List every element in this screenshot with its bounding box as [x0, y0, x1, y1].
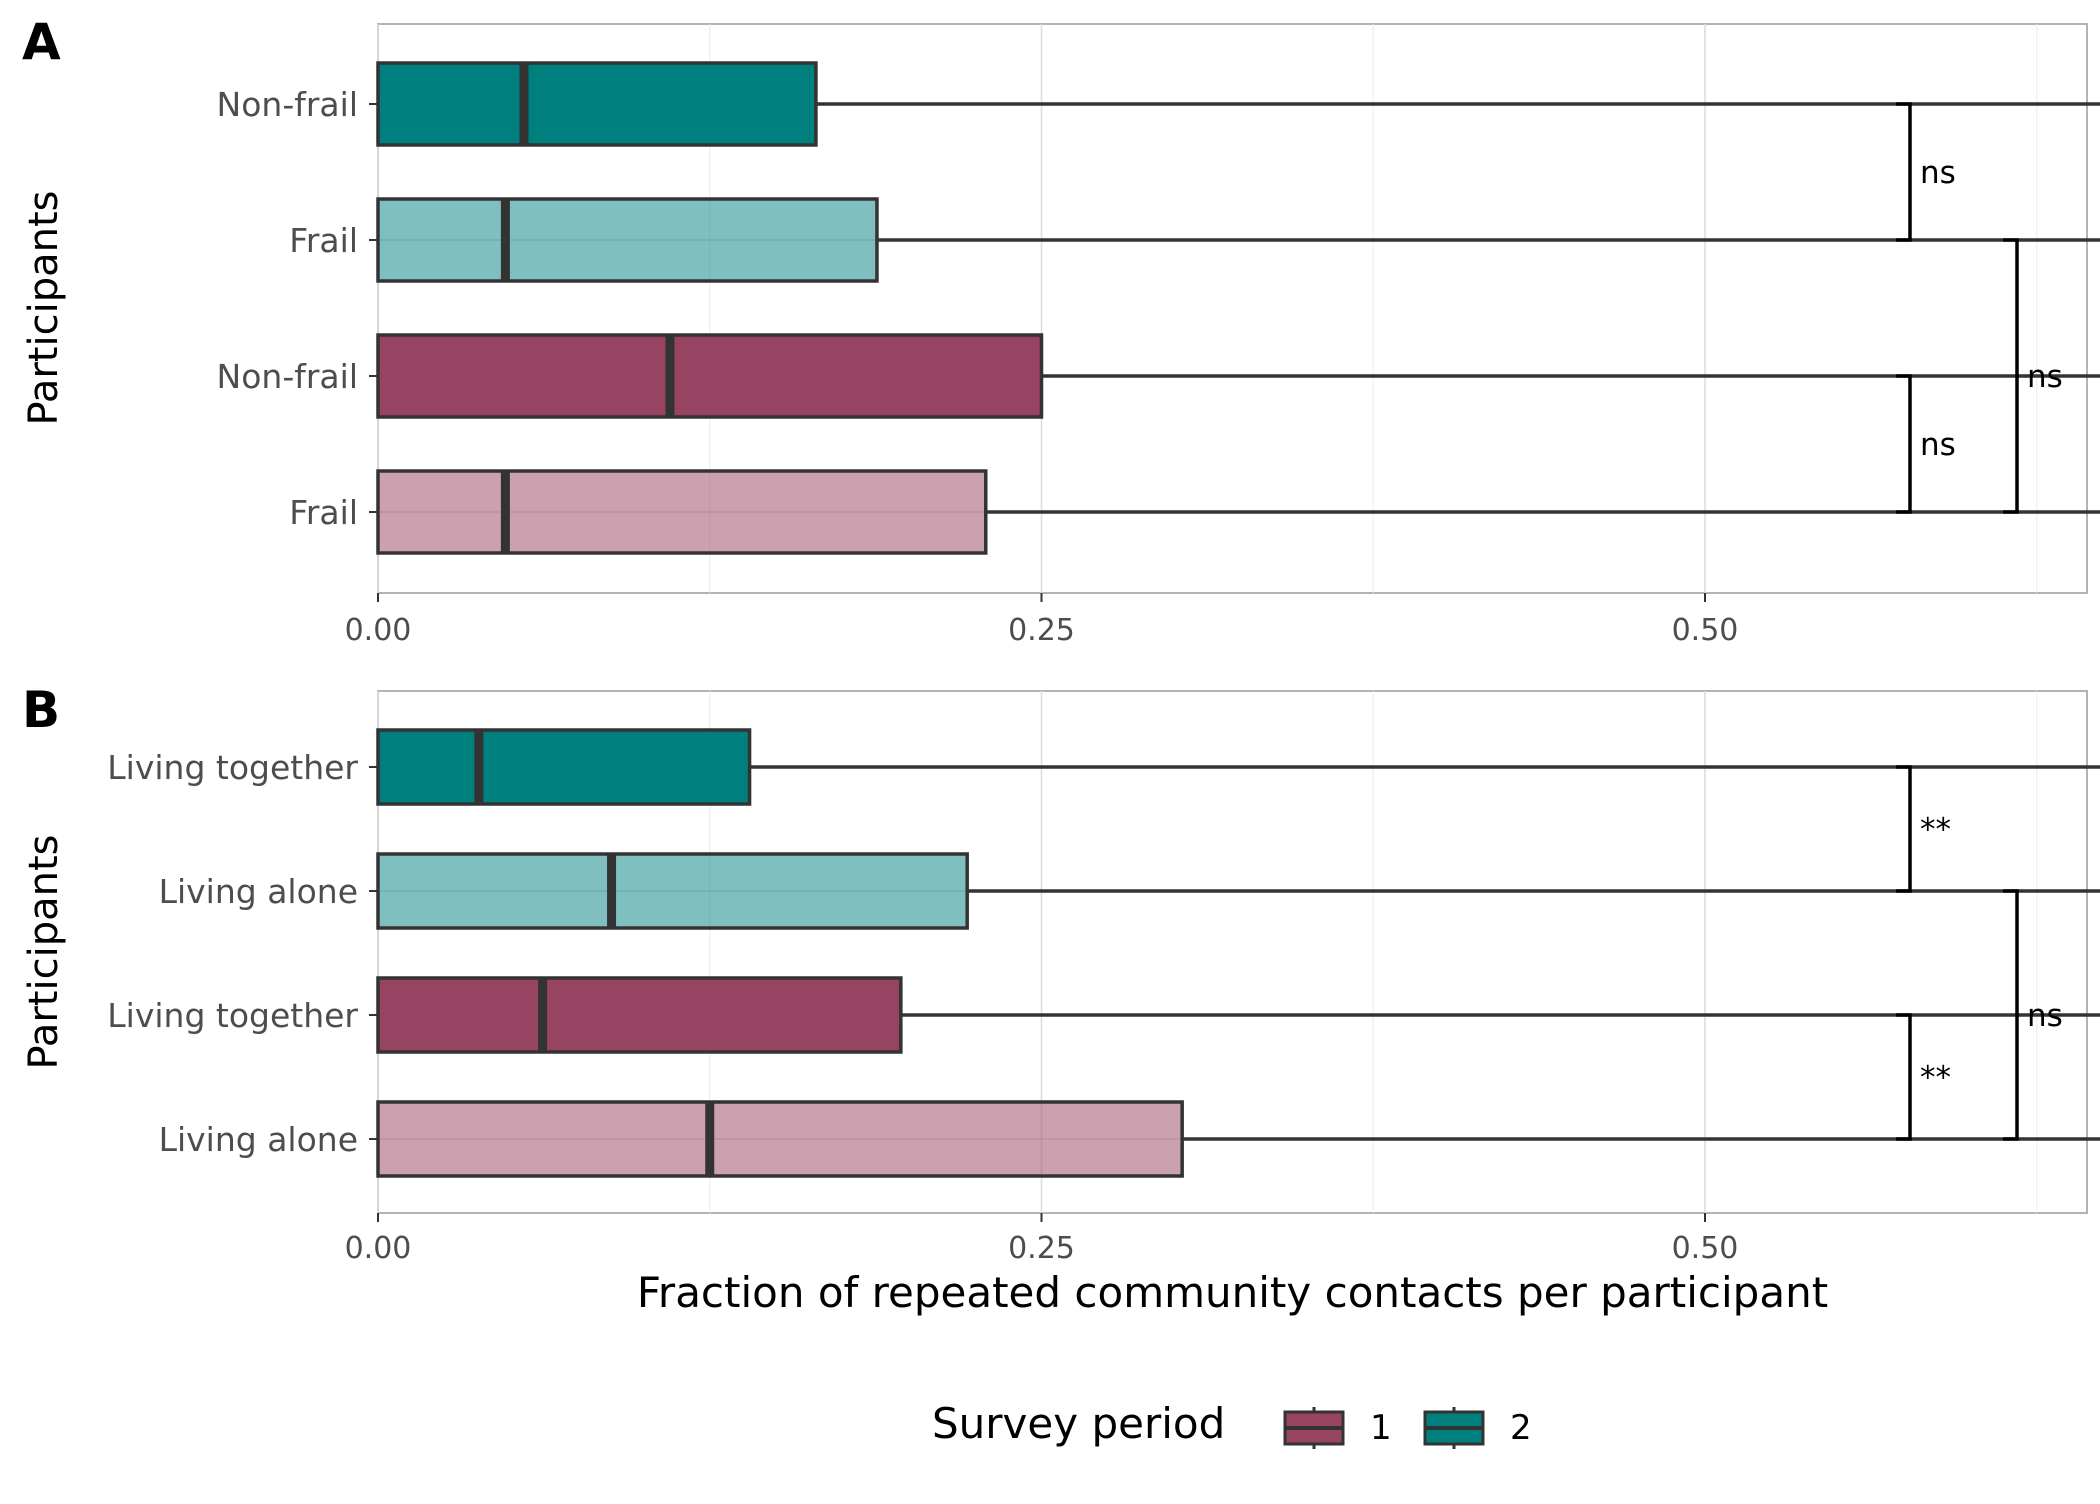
x-tick-label: 0.25	[1008, 613, 1075, 648]
x-tick-label: 0.00	[345, 613, 412, 648]
legend-entry-label: 1	[1370, 1408, 1392, 1448]
y-tick-label: Frail	[289, 493, 358, 532]
y-axis-title: Participants	[21, 191, 67, 426]
box-rect	[376, 1100, 1184, 1178]
significance-label: ns	[1920, 427, 1956, 463]
legend-title: Survey period	[932, 1399, 1225, 1448]
significance-bracket	[1896, 1013, 1912, 1141]
significance-label: ns	[2027, 359, 2063, 395]
significance-bracket	[1896, 765, 1912, 893]
y-axis-title: Participants	[21, 835, 67, 1070]
y-tick-label: Living together	[107, 748, 358, 787]
significance-bracket	[2003, 889, 2019, 1141]
significance-bracket	[1896, 374, 1912, 514]
panel-label: A	[22, 13, 61, 71]
significance-bracket	[1896, 102, 1912, 242]
significance-label: **	[1920, 812, 1951, 848]
x-tick-label: 0.50	[1672, 1231, 1739, 1266]
box-rect	[376, 197, 879, 283]
significance-label: ns	[2027, 998, 2063, 1034]
x-axis-title: Fraction of repeated community contacts …	[637, 1268, 1828, 1317]
box-rect	[376, 976, 903, 1054]
box-rect	[376, 469, 988, 555]
box-rect	[376, 333, 1044, 419]
y-tick-label: Frail	[289, 221, 358, 260]
box-rect	[376, 728, 752, 806]
y-tick-label: Living alone	[159, 1120, 358, 1159]
y-tick-label: Living alone	[159, 872, 358, 911]
x-tick-label: 0.50	[1672, 613, 1739, 648]
panel-label: B	[22, 681, 60, 739]
y-tick-label: Non-frail	[217, 357, 358, 396]
significance-label: **	[1920, 1060, 1951, 1096]
box-rect	[376, 61, 818, 147]
y-tick-label: Living together	[107, 996, 358, 1035]
box-rect	[376, 852, 969, 930]
y-tick-label: Non-frail	[217, 85, 358, 124]
significance-label: ns	[1920, 155, 1956, 191]
x-tick-label: 0.25	[1008, 1231, 1075, 1266]
x-tick-label: 0.00	[345, 1231, 412, 1266]
legend-entry-label: 2	[1510, 1408, 1532, 1448]
significance-bracket	[2003, 238, 2019, 514]
